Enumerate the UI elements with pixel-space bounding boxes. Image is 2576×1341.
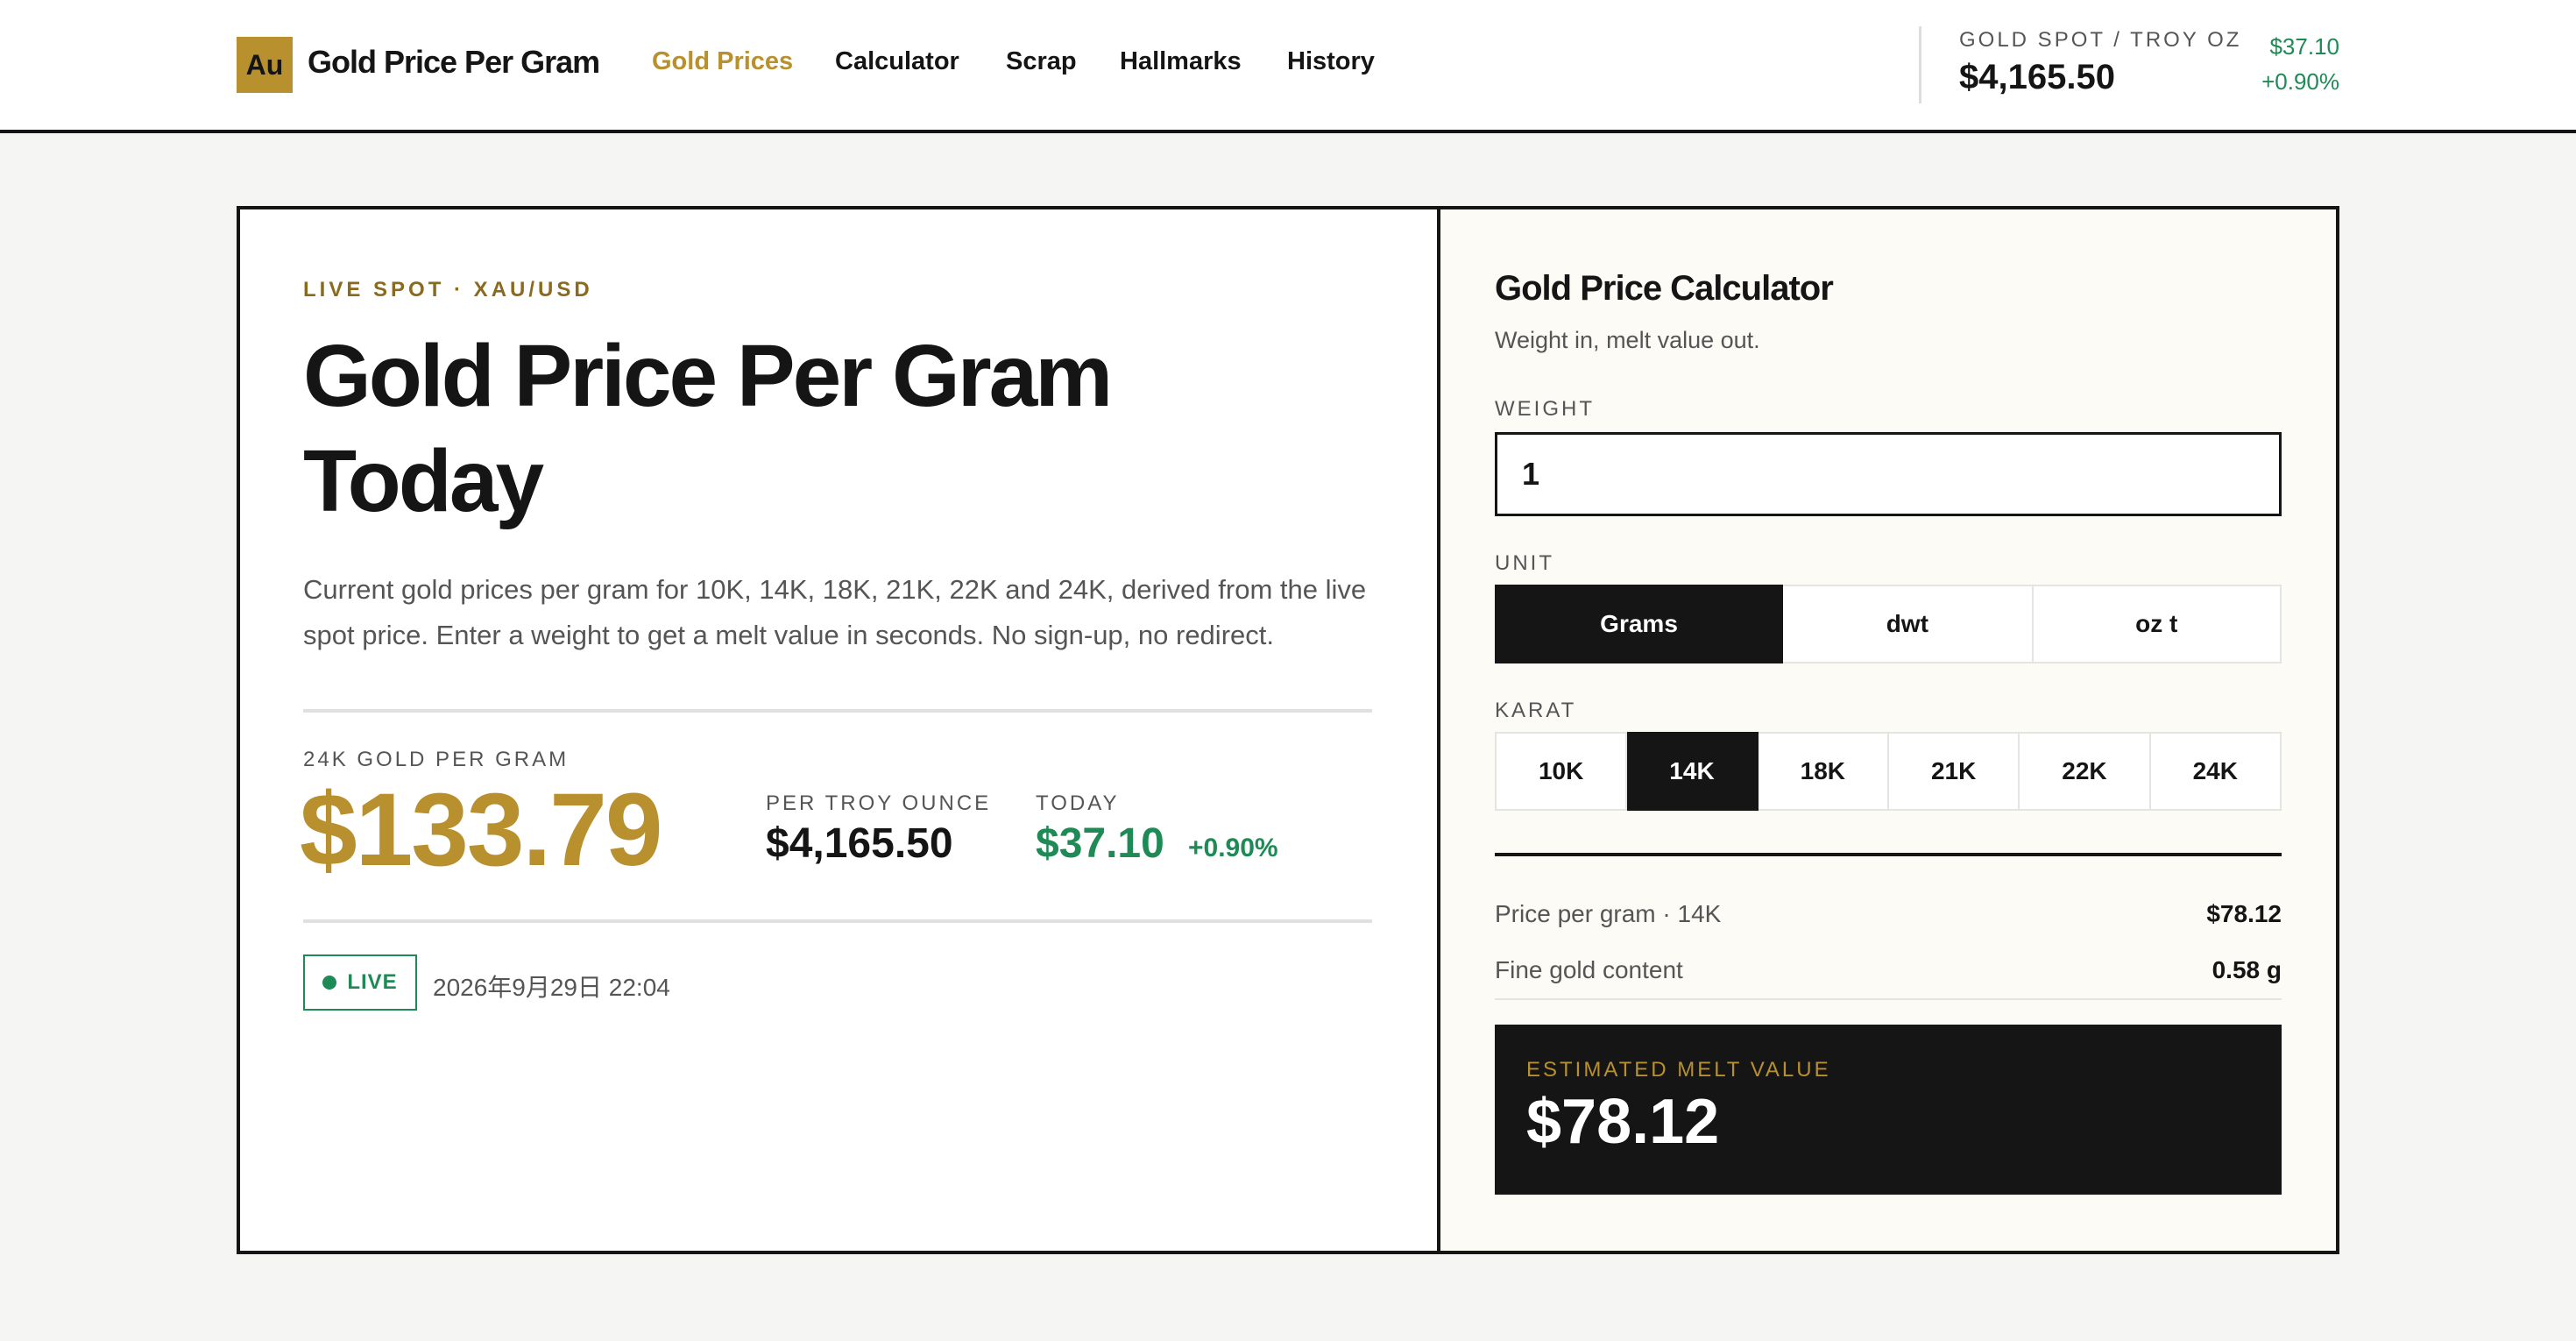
today-change: $37.10 xyxy=(1036,820,1164,867)
k24-label: 24K GOLD PER GRAM xyxy=(303,748,570,771)
nav-calculator[interactable]: Calculator xyxy=(835,47,959,75)
fine-gold-label: Fine gold content xyxy=(1495,956,1683,983)
k24-price: $133.79 xyxy=(300,772,663,888)
live-dot-icon xyxy=(322,976,337,990)
melt-value-box: ESTIMATED MELT VALUE $78.12 xyxy=(1495,1025,2282,1195)
hero-section: LIVE SPOT · XAU/USD Gold Price Per Gram … xyxy=(240,209,1437,1251)
timestamp: 2026年9月29日 22:04 xyxy=(433,974,670,1001)
melt-value-label: ESTIMATED MELT VALUE xyxy=(1526,1058,1831,1082)
karat-22k-button[interactable]: 22K xyxy=(2020,732,2151,811)
karat-10k-button[interactable]: 10K xyxy=(1495,732,1628,811)
calculator-title: Gold Price Calculator xyxy=(1495,269,1834,308)
hero-description: Current gold prices per gram for 10K, 14… xyxy=(303,574,1367,650)
unit-selector: Grams dwt oz t xyxy=(1495,585,2282,663)
karat-21k-button[interactable]: 21K xyxy=(1888,732,2020,811)
divider xyxy=(303,919,1372,923)
weight-input[interactable] xyxy=(1495,432,2282,516)
live-label: LIVE xyxy=(347,970,398,994)
nav-history[interactable]: History xyxy=(1287,47,1375,75)
page-title: Gold Price Per Gram Today xyxy=(303,327,1113,530)
results-divider xyxy=(1495,853,2282,856)
karat-24k-button[interactable]: 24K xyxy=(2150,732,2282,811)
troy-ounce-label: PER TROY OUNCE xyxy=(766,791,992,815)
spot-change-percent: +0.90% xyxy=(2261,68,2339,95)
spot-price: $4,165.50 xyxy=(1959,58,2115,96)
unit-dwt-button[interactable]: dwt xyxy=(1783,585,2034,663)
site-title[interactable]: Gold Price Per Gram xyxy=(308,44,600,80)
spot-label: GOLD SPOT / TROY OZ xyxy=(1959,28,2242,52)
fine-gold-value: 0.58 g xyxy=(2212,956,2282,983)
karat-14k-button[interactable]: 14K xyxy=(1627,732,1759,811)
karat-18k-button[interactable]: 18K xyxy=(1758,732,1889,811)
unit-label: UNIT xyxy=(1495,551,1554,575)
karat-label: KARAT xyxy=(1495,699,1577,722)
today-change-percent: +0.90% xyxy=(1188,834,1278,862)
nav-hallmarks[interactable]: Hallmarks xyxy=(1120,47,1242,75)
troy-ounce-price: $4,165.50 xyxy=(766,820,953,867)
header-divider xyxy=(1919,26,1921,103)
unit-grams-button[interactable]: Grams xyxy=(1495,585,1784,663)
melt-value: $78.12 xyxy=(1526,1087,1720,1157)
nav-scrap[interactable]: Scrap xyxy=(1006,47,1077,75)
pane-divider xyxy=(1437,209,1440,1251)
weight-label: WEIGHT xyxy=(1495,397,1595,421)
live-badge: LIVE xyxy=(303,954,417,1011)
calculator-panel: Gold Price Calculator Weight in, melt va… xyxy=(1440,209,2336,1251)
karat-selector: 10K 14K 18K 21K 22K 24K xyxy=(1495,732,2282,811)
price-per-gram-value: $78.12 xyxy=(2206,900,2282,927)
divider xyxy=(1495,998,2282,1000)
site-header: Au Gold Price Per Gram Gold Prices Calcu… xyxy=(0,0,2576,133)
spot-change: $37.10 xyxy=(2269,33,2339,60)
logo-badge[interactable]: Au xyxy=(237,37,293,93)
main-card: LIVE SPOT · XAU/USD Gold Price Per Gram … xyxy=(237,206,2339,1254)
price-per-gram-label: Price per gram · 14K xyxy=(1495,900,1722,927)
calculator-subtitle: Weight in, melt value out. xyxy=(1495,327,1760,353)
today-label: TODAY xyxy=(1036,791,1120,815)
eyebrow: LIVE SPOT · XAU/USD xyxy=(303,278,593,302)
unit-ozt-button[interactable]: oz t xyxy=(2033,585,2282,663)
nav-gold-prices[interactable]: Gold Prices xyxy=(652,47,794,75)
divider xyxy=(303,709,1372,713)
